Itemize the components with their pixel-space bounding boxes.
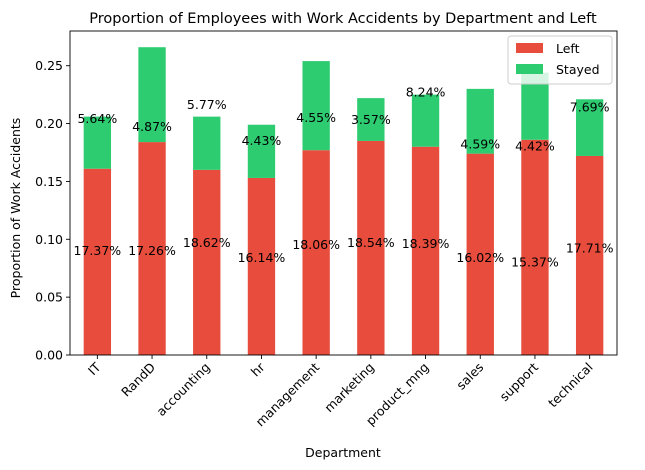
bar-left-marketing bbox=[357, 140, 385, 355]
x-tick-label-RandD: RandD bbox=[118, 360, 158, 400]
y-tick-label: 0.20 bbox=[35, 116, 63, 131]
bar-label-stayed-management: 4.55% bbox=[296, 110, 336, 125]
bar-label-left-support: 15.37% bbox=[511, 254, 559, 269]
bar-stayed-accounting bbox=[193, 116, 221, 170]
bar-left-accounting bbox=[193, 169, 221, 355]
x-tick-label-IT: IT bbox=[85, 359, 104, 378]
y-tick-label: 0.00 bbox=[35, 348, 63, 363]
bars-layer bbox=[83, 47, 604, 355]
legend-label-stayed: Stayed bbox=[556, 62, 600, 77]
legend: Left Stayed bbox=[507, 35, 613, 85]
bar-stayed-marketing bbox=[357, 98, 385, 141]
bar-label-stayed-IT: 5.64% bbox=[77, 111, 117, 126]
y-axis-title: Proportion of Work Accidents bbox=[8, 118, 23, 299]
x-tick-label-sales: sales bbox=[453, 360, 486, 393]
bar-label-stayed-technical: 7.69% bbox=[570, 99, 610, 114]
bar-left-sales bbox=[466, 153, 494, 355]
bar-label-left-marketing: 18.54% bbox=[347, 235, 395, 250]
y-tick-label: 0.05 bbox=[35, 290, 63, 305]
x-tick-label-accounting: accounting bbox=[153, 360, 212, 419]
bar-label-stayed-accounting: 5.77% bbox=[187, 97, 227, 112]
bar-stayed-RandD bbox=[138, 47, 166, 143]
y-tick-label: 0.15 bbox=[35, 174, 63, 189]
bar-label-left-RandD: 17.26% bbox=[128, 243, 176, 258]
legend-swatch-stayed bbox=[516, 64, 543, 74]
bar-left-product_mng bbox=[411, 146, 440, 355]
x-tick-label-hr: hr bbox=[248, 359, 268, 379]
bar-left-RandD bbox=[138, 142, 166, 355]
bar-label-left-product_mng: 18.39% bbox=[402, 236, 450, 251]
bar-stayed-management bbox=[302, 61, 330, 151]
bar-labels-layer: 17.37% 5.64% 17.26% 4.87% 18.62% 5.77% 16.14% 4… bbox=[74, 84, 614, 269]
bar-left-hr bbox=[247, 177, 276, 355]
bar-label-stayed-support: 4.42% bbox=[515, 139, 555, 154]
x-tick-label-support: support bbox=[497, 359, 542, 404]
x-tick-label-technical: technical bbox=[545, 360, 596, 411]
bar-stayed-technical bbox=[575, 99, 604, 156]
bar-label-stayed-RandD: 4.87% bbox=[132, 119, 172, 134]
bar-label-left-accounting: 18.62% bbox=[183, 235, 231, 250]
x-tick-label-marketing: marketing bbox=[321, 360, 377, 416]
chart-title: Proportion of Employees with Work Accide… bbox=[89, 11, 597, 27]
bar-label-stayed-sales: 4.59% bbox=[460, 136, 500, 151]
bar-label-stayed-product_mng: 8.24% bbox=[406, 84, 446, 99]
bar-label-left-hr: 16.14% bbox=[238, 250, 286, 265]
bar-left-IT bbox=[83, 168, 112, 355]
bar-stayed-IT bbox=[83, 116, 112, 169]
bar-label-left-sales: 16.02% bbox=[456, 250, 504, 265]
y-tick-label: 0.10 bbox=[35, 232, 63, 247]
bar-left-support bbox=[521, 139, 549, 355]
legend-label-left: Left bbox=[556, 41, 580, 56]
legend-swatch-left bbox=[516, 43, 543, 53]
x-axis-title: Department bbox=[305, 445, 381, 460]
bar-stayed-sales bbox=[466, 88, 494, 154]
bar-left-management bbox=[302, 150, 330, 355]
bar-label-left-management: 18.06% bbox=[292, 237, 340, 252]
bar-label-left-IT: 17.37% bbox=[74, 243, 122, 258]
bar-left-technical bbox=[575, 155, 604, 355]
bar-stayed-hr bbox=[247, 124, 276, 178]
bar-stayed-product_mng bbox=[411, 94, 440, 147]
bar-label-left-technical: 17.71% bbox=[566, 241, 614, 256]
y-tick-label: 0.25 bbox=[35, 58, 63, 73]
bar-label-stayed-marketing: 3.57% bbox=[351, 112, 391, 127]
plot-frame bbox=[69, 30, 618, 356]
bar-label-stayed-hr: 4.43% bbox=[242, 133, 282, 148]
